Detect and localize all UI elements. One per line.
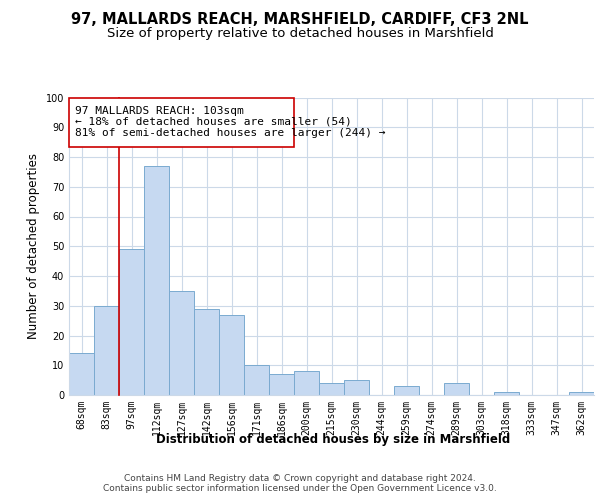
Text: ← 18% of detached houses are smaller (54): ← 18% of detached houses are smaller (54… — [75, 117, 352, 127]
Bar — [144, 166, 169, 395]
Bar — [294, 371, 319, 395]
Bar — [194, 308, 219, 395]
Bar — [394, 386, 419, 395]
Text: Distribution of detached houses by size in Marshfield: Distribution of detached houses by size … — [156, 432, 510, 446]
Text: 81% of semi-detached houses are larger (244) →: 81% of semi-detached houses are larger (… — [75, 128, 386, 138]
FancyBboxPatch shape — [69, 98, 294, 146]
Bar — [344, 380, 369, 395]
Bar — [94, 306, 119, 395]
Bar — [269, 374, 294, 395]
Bar — [69, 354, 94, 395]
Y-axis label: Number of detached properties: Number of detached properties — [27, 153, 40, 340]
Text: 97, MALLARDS REACH, MARSHFIELD, CARDIFF, CF3 2NL: 97, MALLARDS REACH, MARSHFIELD, CARDIFF,… — [71, 12, 529, 28]
Bar — [169, 291, 194, 395]
Text: Contains HM Land Registry data © Crown copyright and database right 2024.: Contains HM Land Registry data © Crown c… — [124, 474, 476, 483]
Bar — [444, 383, 469, 395]
Bar — [494, 392, 519, 395]
Text: Size of property relative to detached houses in Marshfield: Size of property relative to detached ho… — [107, 28, 493, 40]
Bar — [244, 365, 269, 395]
Bar — [569, 392, 594, 395]
Text: 97 MALLARDS REACH: 103sqm: 97 MALLARDS REACH: 103sqm — [75, 106, 244, 116]
Bar — [219, 314, 244, 395]
Bar — [119, 249, 144, 395]
Bar — [319, 383, 344, 395]
Text: Contains public sector information licensed under the Open Government Licence v3: Contains public sector information licen… — [103, 484, 497, 493]
